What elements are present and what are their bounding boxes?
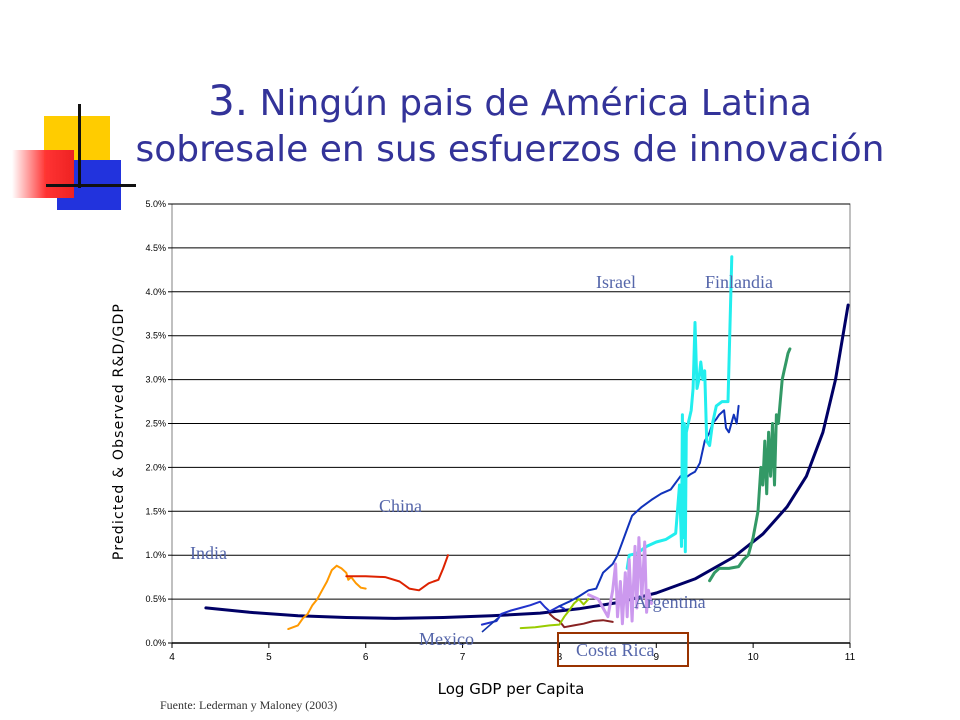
title-line-2: sobresale en sus esfuerzos de innovación — [135, 129, 885, 170]
label-finlandia: Finlandia — [705, 272, 773, 292]
x-tick-label: 6 — [363, 652, 369, 663]
series-line-argentina — [587, 536, 653, 626]
x-tick-label: 7 — [460, 652, 466, 663]
x-tick-label: 9 — [654, 652, 660, 663]
source-note: Fuente: Lederman y Maloney (2003) — [160, 698, 338, 712]
label-india: India — [190, 543, 227, 563]
label-costa-rica: Costa Rica — [576, 640, 655, 660]
decor-vertical-line — [78, 104, 81, 188]
x-tick-label: 8 — [557, 652, 563, 663]
x-tick-label: 5 — [266, 652, 272, 663]
x-axis-label: Log GDP per Capita — [438, 680, 585, 698]
decor-horizontal-line — [46, 184, 136, 187]
y-tick-label: 4.5% — [145, 243, 166, 253]
label-mexico: Mexico — [419, 629, 474, 649]
series-line-brazil — [519, 598, 590, 630]
title-line-1: Ningún pais de América Latina — [259, 83, 812, 124]
series-line-costa-rica — [548, 613, 614, 629]
title-number: 3. — [208, 76, 249, 125]
y-tick-label: 0.0% — [145, 638, 166, 648]
y-tick-label: 0.5% — [145, 594, 166, 604]
y-axis-label: Predicted & Observed R&D/GDP — [111, 303, 127, 560]
y-tick-label: 5.0% — [145, 199, 166, 209]
series-line-mexico — [480, 600, 566, 626]
series-line-china — [345, 554, 449, 592]
slide-title: 3. Ningún pais de América Latina sobresa… — [100, 78, 920, 173]
label-israel: Israel — [596, 272, 636, 292]
y-tick-label: 3.5% — [145, 331, 166, 341]
y-tick-label: 3.0% — [145, 375, 166, 385]
x-tick-label: 11 — [845, 652, 856, 663]
costa-rica-highlight-box — [557, 632, 689, 667]
series-line-india — [287, 564, 367, 630]
series-line-finlandia — [625, 255, 734, 570]
decor-red-square — [12, 150, 74, 198]
series-line-korea — [708, 347, 792, 583]
y-tick-label: 2.5% — [145, 419, 166, 429]
label-china: China — [379, 496, 422, 516]
y-tick-label: 2.0% — [145, 462, 166, 472]
y-tick-label: 1.0% — [145, 550, 166, 560]
mexico-pointer — [481, 617, 499, 633]
label-argentina: Argentina — [634, 592, 706, 612]
x-tick-label: 10 — [748, 652, 760, 663]
y-tick-label: 1.5% — [145, 506, 166, 516]
x-tick-label: 4 — [169, 652, 175, 663]
y-tick-label: 4.0% — [145, 287, 166, 297]
series-line-predicted — [204, 303, 850, 620]
